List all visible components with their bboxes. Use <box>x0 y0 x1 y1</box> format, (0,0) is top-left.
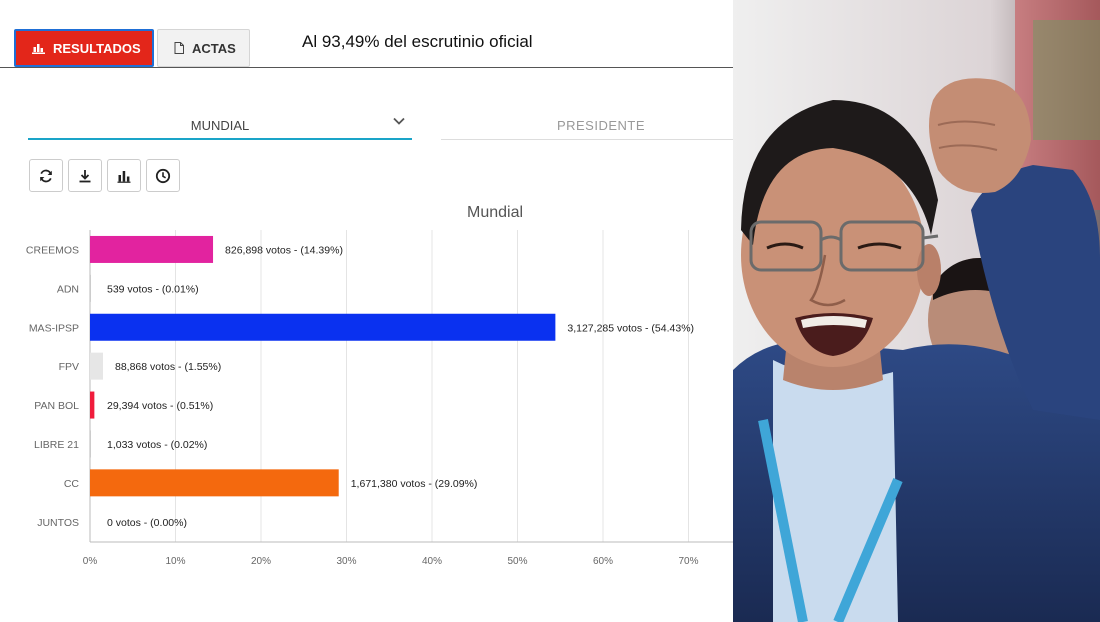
category-label: FPV <box>59 361 79 373</box>
download-icon <box>79 169 91 182</box>
category-label: CREEMOS <box>26 244 79 256</box>
data-label: 3,127,285 votos - (54.43%) <box>567 322 694 334</box>
category-label: ADN <box>57 283 79 295</box>
chart-title: Mundial <box>467 204 523 221</box>
chart-view-button[interactable] <box>107 159 141 192</box>
x-tick-label: 70% <box>678 556 698 567</box>
data-label: 539 votos - (0.01%) <box>107 283 199 295</box>
region-select[interactable]: MUNDIAL <box>28 112 412 140</box>
x-tick-label: 60% <box>593 556 613 567</box>
download-button[interactable] <box>68 159 102 192</box>
document-icon <box>174 42 184 54</box>
category-label: CC <box>64 478 80 490</box>
x-tick-label: 40% <box>422 556 442 567</box>
tab-resultados[interactable]: RESULTADOS <box>14 29 154 67</box>
x-tick-label: 10% <box>165 556 185 567</box>
x-tick-label: 30% <box>336 556 356 567</box>
tab-actas[interactable]: ACTAS <box>157 29 250 67</box>
data-label: 1,033 votos - (0.02%) <box>107 439 207 451</box>
data-label: 88,868 votos - (1.55%) <box>115 361 221 373</box>
bar-fpv <box>90 352 103 380</box>
category-label: LIBRE 21 <box>34 439 79 451</box>
data-label: 1,671,380 votos - (29.09%) <box>351 478 478 490</box>
x-tick-label: 50% <box>507 556 527 567</box>
office-select-value: PRESIDENTE <box>556 118 646 133</box>
candidate-photo <box>733 0 1100 622</box>
x-tick-label: 20% <box>251 556 271 567</box>
x-tick-label: 0% <box>83 556 98 567</box>
chevron-down-icon <box>393 117 405 125</box>
tab-resultados-label: RESULTADOS <box>53 40 141 56</box>
history-button[interactable] <box>146 159 180 192</box>
data-label: 29,394 votos - (0.51%) <box>107 400 213 412</box>
category-label: JUNTOS <box>37 517 79 529</box>
results-panel: RESULTADOS ACTAS Al 93,49% del escrutini… <box>0 29 733 567</box>
bar-mas-ipsp <box>90 313 556 341</box>
data-label: 0 votos - (0.00%) <box>107 517 187 529</box>
bar-chart-icon <box>32 43 45 54</box>
refresh-icon <box>40 169 52 182</box>
bar-chart-icon <box>117 170 131 183</box>
category-label: PAN BOL <box>34 400 79 412</box>
office-select[interactable]: PRESIDENTE <box>441 112 733 140</box>
bar-cc <box>90 469 339 497</box>
bar-adn <box>90 274 91 302</box>
clock-icon <box>155 168 171 183</box>
category-label: MAS-IPSP <box>29 322 79 334</box>
results-bar-chart: Mundial 0% 10% 20% 30% 40% 50% 60% 70% CREEMOS 826… <box>26 204 733 567</box>
tab-actas-label: ACTAS <box>192 40 236 56</box>
bar-libre-21 <box>90 430 91 458</box>
header-divider <box>0 67 733 68</box>
region-select-value: MUNDIAL <box>190 118 250 133</box>
bar-creemos <box>90 235 214 263</box>
refresh-button[interactable] <box>29 159 63 192</box>
scrutiny-status: Al 93,49% del escrutinio oficial <box>302 32 533 51</box>
data-label: 826,898 votos - (14.39%) <box>225 244 343 256</box>
bar-pan-bol <box>90 391 95 419</box>
